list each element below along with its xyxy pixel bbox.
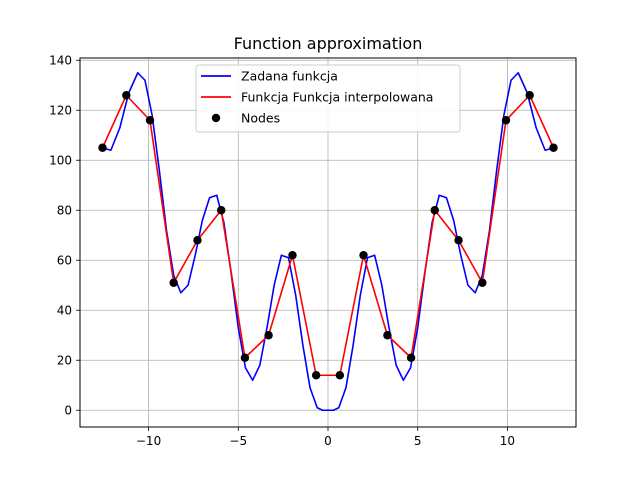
node-point — [193, 236, 202, 245]
series-layer — [101, 71, 555, 412]
chart-title: Function approximation — [234, 34, 423, 53]
node-point — [217, 206, 226, 215]
y-tick-label: 40 — [57, 303, 72, 317]
y-tick-label: 120 — [49, 103, 72, 117]
legend-label-0: Zadana funkcja — [241, 69, 338, 84]
node-point — [430, 206, 439, 215]
y-tick-label: 60 — [57, 253, 72, 267]
x-tick-label: 5 — [414, 434, 422, 448]
node-point — [525, 91, 534, 100]
x-tick-label: −10 — [136, 434, 161, 448]
legend-label-1: Funkcja Funkcja interpolowana — [241, 90, 433, 105]
node-point — [264, 331, 273, 340]
node-point — [240, 353, 250, 362]
x-tick-label: −5 — [229, 434, 247, 448]
y-tick-label: 20 — [57, 353, 72, 367]
y-tick-label: 140 — [49, 53, 72, 67]
x-axis: −10 −5 0 5 10 — [136, 427, 515, 448]
node-point — [454, 236, 463, 245]
markers-layer — [98, 91, 558, 380]
node-point — [122, 91, 131, 100]
node-point — [383, 331, 392, 340]
legend-swatch-2 — [211, 113, 221, 123]
x-tick-label: 10 — [500, 434, 515, 448]
series-line-0 — [102, 71, 554, 412]
y-tick-label: 80 — [57, 203, 72, 217]
node-point — [288, 251, 297, 260]
series-line-1 — [101, 94, 555, 377]
node-point — [549, 143, 558, 152]
y-tick-label: 100 — [49, 153, 72, 167]
node-point — [145, 116, 155, 125]
node-point — [335, 371, 345, 380]
node-point — [478, 278, 487, 287]
node-point — [169, 278, 178, 287]
y-tick-label: 0 — [64, 403, 72, 417]
y-axis: 0 20 40 60 80 100 120 140 — [49, 53, 80, 417]
node-point — [311, 371, 321, 380]
node-point — [98, 143, 107, 152]
node-point — [359, 251, 368, 260]
x-tick-label: 0 — [324, 434, 332, 448]
node-point — [406, 353, 416, 362]
legend-box — [195, 64, 461, 133]
legend-label-2: Nodes — [241, 111, 280, 126]
node-point — [501, 116, 511, 125]
legend: Zadana funkcja Funkcja Funkcja interpolow… — [195, 64, 461, 133]
